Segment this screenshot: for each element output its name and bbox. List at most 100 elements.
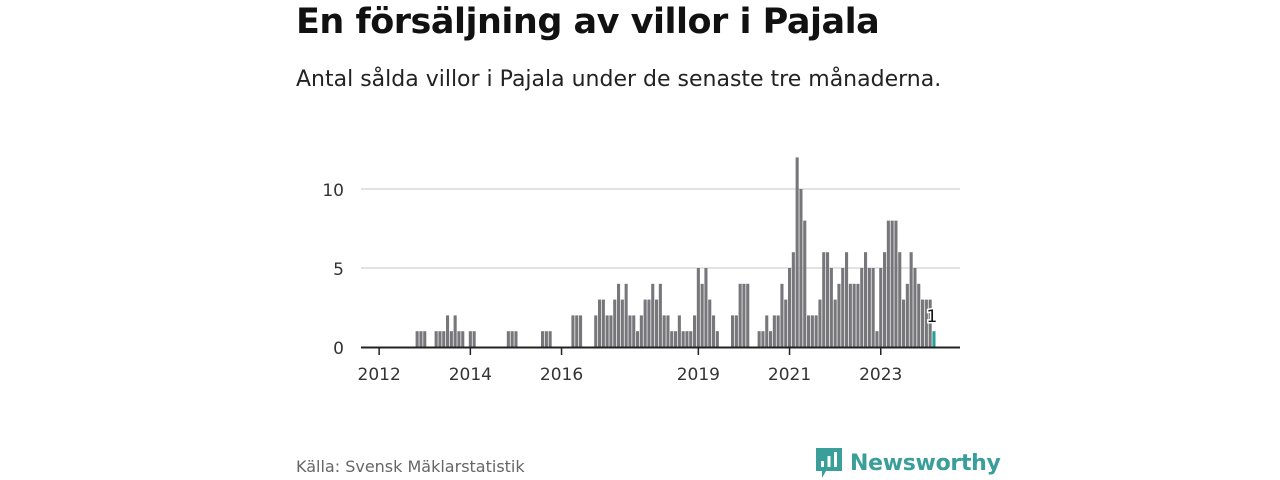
bar [788, 268, 792, 347]
bar [468, 331, 472, 347]
bar [708, 299, 712, 347]
tick-labels: 0 5 10 2012 2014 2016 2019 2021 2023 1 [322, 181, 939, 385]
bar [628, 315, 632, 347]
bar [579, 315, 583, 347]
x-tick-label: 2021 [768, 365, 811, 385]
bar [761, 331, 765, 347]
bar [624, 283, 628, 347]
bar [449, 331, 453, 347]
bar [510, 331, 514, 347]
bar [776, 315, 780, 347]
bar [472, 331, 476, 347]
bar [594, 315, 598, 347]
bar [818, 299, 822, 347]
bar [643, 299, 647, 347]
latest-value-label: 1 [927, 307, 938, 327]
bar [693, 315, 697, 347]
bar [613, 299, 617, 347]
y-tick-label: 10 [322, 181, 344, 201]
bar [932, 331, 936, 347]
bar [848, 283, 852, 347]
bar [620, 299, 624, 347]
x-tick-label: 2014 [449, 365, 492, 385]
gridlines [361, 188, 960, 269]
bar [632, 315, 636, 347]
bar [712, 315, 716, 347]
bar [757, 331, 761, 347]
bar [917, 283, 921, 347]
bar [601, 299, 605, 347]
bar [871, 268, 875, 347]
bar [883, 252, 887, 347]
bar [674, 331, 678, 347]
bar [746, 283, 750, 347]
newsworthy-logo[interactable]: Newsworthy [814, 446, 1001, 480]
bar [647, 299, 651, 347]
bar [886, 220, 890, 347]
bar [685, 331, 689, 347]
bar [784, 299, 788, 347]
bar [875, 331, 879, 347]
bar [670, 331, 674, 347]
bar [438, 331, 442, 347]
bar [419, 331, 423, 347]
bar [913, 268, 917, 347]
bar [902, 299, 906, 347]
bar-chart: 0 5 10 2012 2014 2016 2019 2021 2023 1 [322, 157, 960, 385]
bar [731, 315, 735, 347]
bar [780, 283, 784, 347]
bar [795, 157, 799, 347]
bar [575, 315, 579, 347]
bar [829, 268, 833, 347]
bar [898, 252, 902, 347]
bar [457, 331, 461, 347]
bar [506, 331, 510, 347]
bar [655, 299, 659, 347]
bar [856, 283, 860, 347]
bar [841, 268, 845, 347]
bar [765, 315, 769, 347]
bar [822, 252, 826, 347]
bar [541, 331, 545, 347]
bar [571, 315, 575, 347]
bar [791, 252, 795, 347]
bar [924, 299, 928, 347]
bar [658, 283, 662, 347]
bar [514, 331, 518, 347]
bar [704, 268, 708, 347]
x-tick-label: 2016 [540, 365, 583, 385]
bar [742, 283, 746, 347]
bar [605, 315, 609, 347]
bar [909, 252, 913, 347]
x-axis [361, 346, 960, 355]
bar [442, 331, 446, 347]
bar [453, 315, 457, 347]
bar [598, 299, 602, 347]
bars [415, 157, 936, 347]
bar [772, 315, 776, 347]
bar [548, 331, 552, 347]
x-tick-label: 2012 [358, 365, 401, 385]
bar [864, 252, 868, 347]
bar [734, 315, 738, 347]
bar [921, 299, 925, 347]
bar [700, 283, 704, 347]
y-tick-label: 5 [333, 260, 344, 280]
bar [423, 331, 427, 347]
bar [651, 283, 655, 347]
bar [639, 315, 643, 347]
bar [845, 252, 849, 347]
bar [837, 283, 841, 347]
bar [890, 220, 894, 347]
bar [681, 331, 685, 347]
bar [814, 315, 818, 347]
bar [928, 299, 932, 347]
bar [666, 315, 670, 347]
bar [617, 283, 621, 347]
bar [879, 268, 883, 347]
chart-title: En försäljning av villor i Pajala [296, 2, 880, 42]
bar [769, 331, 773, 347]
bar [738, 283, 742, 347]
bar [799, 189, 803, 347]
bar [826, 252, 830, 347]
